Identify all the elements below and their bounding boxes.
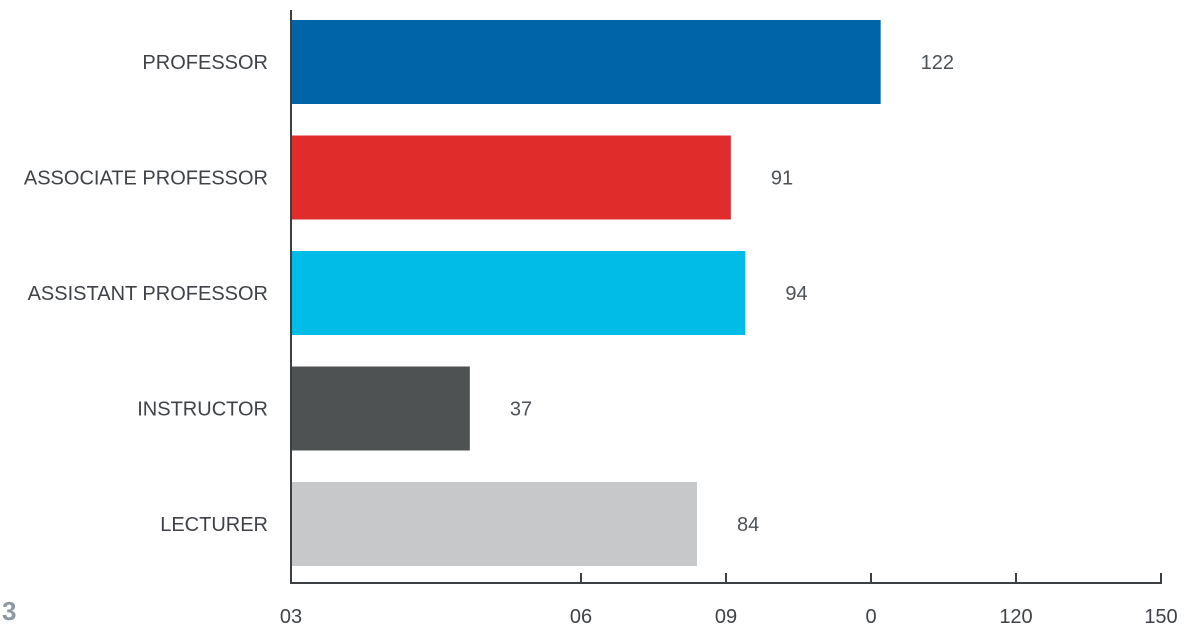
category-label-assistant-professor: ASSISTANT PROFESSOR bbox=[28, 283, 268, 305]
value-label-associate-professor: 91 bbox=[771, 168, 793, 190]
x-tick-label-2: 09 bbox=[715, 606, 737, 628]
x-tick-label-4: 120 bbox=[999, 606, 1032, 628]
bar-professor bbox=[291, 20, 881, 104]
bar-lecturer bbox=[291, 482, 697, 566]
bar-assistant-professor bbox=[291, 251, 746, 335]
category-label-instructor: INSTRUCTOR bbox=[137, 399, 268, 421]
category-label-professor: PROFESSOR bbox=[142, 52, 268, 74]
category-labels: PROFESSOR ASSOCIATE PROFESSOR ASSISTANT PR… bbox=[24, 52, 268, 536]
bars-group bbox=[291, 20, 881, 566]
x-axis-tick-labels: 03 06 09 0 120 150 bbox=[280, 606, 1178, 628]
category-label-associate-professor: ASSOCIATE PROFESSOR bbox=[24, 168, 268, 190]
x-tick-label-0: 03 bbox=[280, 606, 302, 628]
x-axis-ticks bbox=[290, 573, 1162, 584]
bar-instructor bbox=[291, 366, 470, 451]
x-tick-label-1: 06 bbox=[570, 606, 592, 628]
category-label-lecturer: LECTURER bbox=[160, 514, 268, 536]
bar-associate-professor bbox=[291, 135, 731, 220]
value-label-professor: 122 bbox=[921, 52, 954, 74]
x-tick-label-5: 150 bbox=[1144, 606, 1177, 628]
value-labels: 122 91 94 37 84 bbox=[510, 52, 954, 536]
corner-number: 3 bbox=[2, 596, 17, 626]
value-label-lecturer: 84 bbox=[737, 514, 759, 536]
x-tick-label-3: 0 bbox=[865, 606, 876, 628]
value-label-instructor: 37 bbox=[510, 399, 532, 421]
value-label-assistant-professor: 94 bbox=[785, 283, 807, 305]
